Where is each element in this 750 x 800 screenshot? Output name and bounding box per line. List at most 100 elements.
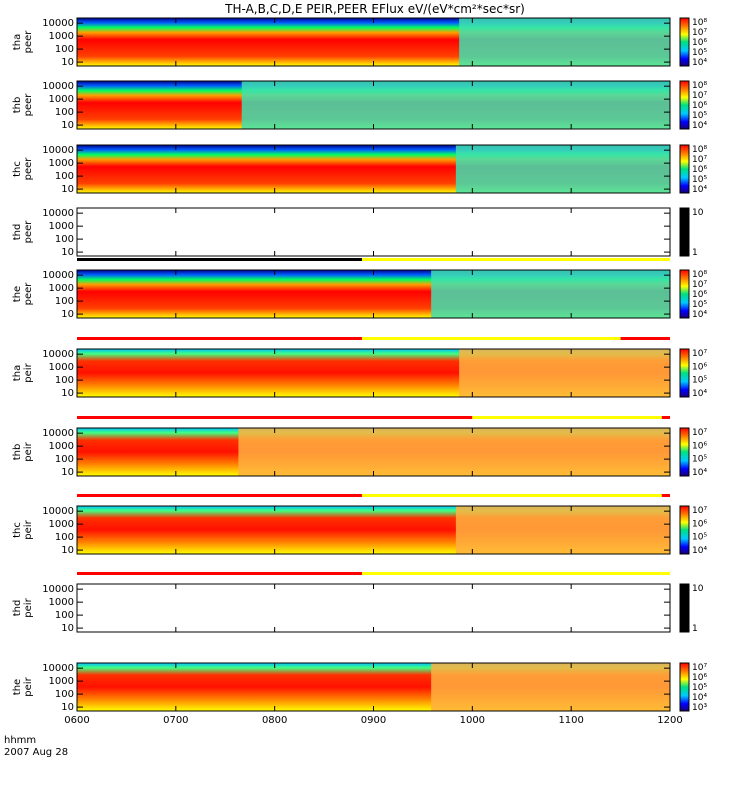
mode-bar [77, 494, 670, 497]
y-tick-label: 1000 [49, 31, 74, 42]
panel-label-species: peer [23, 282, 34, 306]
colorbar-tick-label: 10⁴ [692, 389, 707, 399]
panel-label: thapeir [12, 362, 34, 382]
panel-label-species: peir [23, 676, 34, 696]
panel-label-probe: tha [12, 34, 23, 50]
colorbar-tick-label: 10⁵ [692, 376, 707, 386]
panel-frame [76, 583, 671, 633]
mode-bar-segment [620, 337, 670, 340]
colorbar-tick-label: 1 [692, 624, 698, 634]
y-tick-label: 10 [61, 309, 74, 320]
y-tick-label: 1000 [49, 158, 74, 169]
colorbar-tick-label: 10⁴ [692, 546, 707, 556]
colorbar-tick-label: 10⁸ [692, 270, 707, 280]
colorbar-tick-label: 10⁷ [692, 506, 707, 516]
x-tick-label: 0600 [64, 715, 89, 726]
y-tick-label: 100 [55, 171, 74, 182]
y-tick-label: 100 [55, 532, 74, 543]
panel-label: thepeer [12, 282, 34, 306]
colorbar-tick-label: 10 [692, 584, 704, 594]
y-tick-label: 100 [55, 234, 74, 245]
colorbar-tick-label: 10⁵ [692, 455, 707, 465]
mode-bar-segment [661, 416, 670, 419]
time-axis-label: hhmm [4, 735, 36, 746]
colorbar [679, 427, 690, 477]
mode-bar-segment [472, 416, 662, 419]
panel-label: thdpeer [12, 220, 34, 244]
panel-label: thcpeir [12, 519, 34, 539]
time-axis: 0600 0700 0800 0900 1000 1100 1200 [64, 18, 683, 726]
y-tick-label: 100 [55, 375, 74, 386]
panels-group: 10000100010010thapeer10⁸10⁷10⁶10⁵10⁴1000… [12, 17, 707, 713]
mode-bar [77, 416, 670, 419]
y-tick-label: 10 [61, 623, 74, 634]
spectrogram-region [455, 506, 670, 554]
panel-label: thepeir [12, 676, 34, 696]
spectrogram-region [431, 270, 670, 318]
colorbar-tick-label: 10⁷ [692, 428, 707, 438]
y-tick-label: 1000 [49, 221, 74, 232]
colorbar-tick-label: 10⁸ [692, 145, 707, 155]
spectrogram-region [455, 145, 670, 193]
mode-bar-segment [361, 337, 621, 340]
spectrogram-region [459, 18, 670, 66]
panel-thc-peir: 10000 1000 100 10 thcpeir 10⁷ 10⁶ 10⁵ 10⁴ [12, 505, 707, 556]
panel-label: thapeer [12, 30, 34, 54]
colorbar-tick-label: 10⁷ [692, 280, 707, 290]
spectrogram-region [238, 428, 670, 476]
panel-label-species: peer [23, 93, 34, 117]
x-tick-label: 1200 [657, 715, 682, 726]
panel-label-species: peer [23, 220, 34, 244]
colorbar [679, 269, 690, 319]
panel-frame [76, 207, 671, 257]
colorbar-tick-label: 10⁷ [692, 28, 707, 38]
panel-label-probe: thd [12, 224, 23, 241]
y-tick-label: 100 [55, 610, 74, 621]
spectrogram-region [431, 663, 670, 711]
y-tick-label: 10 [61, 545, 74, 556]
spectrogram-region [459, 349, 670, 397]
y-tick-label: 1000 [49, 94, 74, 105]
panel-label: thcpeer [12, 157, 34, 181]
y-tick-label: 10 [61, 184, 74, 195]
mode-bar [77, 258, 670, 261]
y-tick-label: 100 [55, 454, 74, 465]
colorbar-tick-label: 10⁵ [692, 533, 707, 543]
mode-bar-segment [77, 572, 362, 575]
y-tick-label: 10000 [42, 145, 74, 156]
colorbar-tick-label: 10⁵ [692, 48, 707, 58]
date-label: 2007 Aug 28 [4, 747, 68, 758]
figure-title: TH-A,B,C,D,E PEIR,PEER EFlux eV/(eV*cm²*… [224, 2, 525, 16]
colorbar-tick-label: 10⁶ [692, 101, 707, 111]
panel-label-probe: thb [12, 444, 23, 461]
panel-label-species: peir [23, 362, 34, 382]
mode-bar-segment [361, 258, 670, 261]
mode-bar-segment [77, 258, 362, 261]
x-tick-label: 0700 [163, 715, 188, 726]
panel-label-probe: thc [12, 522, 23, 538]
y-tick-label: 10000 [42, 506, 74, 517]
mode-bar-segment [77, 337, 362, 340]
colorbar-tick-label: 10⁸ [692, 18, 707, 28]
mode-bar [77, 572, 670, 575]
panel-thd-peer: 10000 1000 100 10 thdpeer 10 1 [12, 207, 704, 258]
colorbar-tick-label: 10³ [692, 703, 707, 713]
colorbar-tick-label: 10⁴ [692, 310, 707, 320]
colorbar [679, 80, 690, 130]
y-tick-label: 1000 [49, 597, 74, 608]
y-tick-label: 10 [61, 247, 74, 258]
y-tick-label: 1000 [49, 676, 74, 687]
colorbar-tick-label: 10⁷ [692, 155, 707, 165]
x-tick-label: 1000 [460, 715, 485, 726]
panel-label-probe: thc [12, 161, 23, 177]
panel-label-species: peer [23, 30, 34, 54]
mode-bar-segment [361, 572, 670, 575]
panel-label-species: peir [23, 441, 34, 461]
spectrogram-region [241, 81, 670, 129]
y-tick-label: 10 [61, 702, 74, 713]
